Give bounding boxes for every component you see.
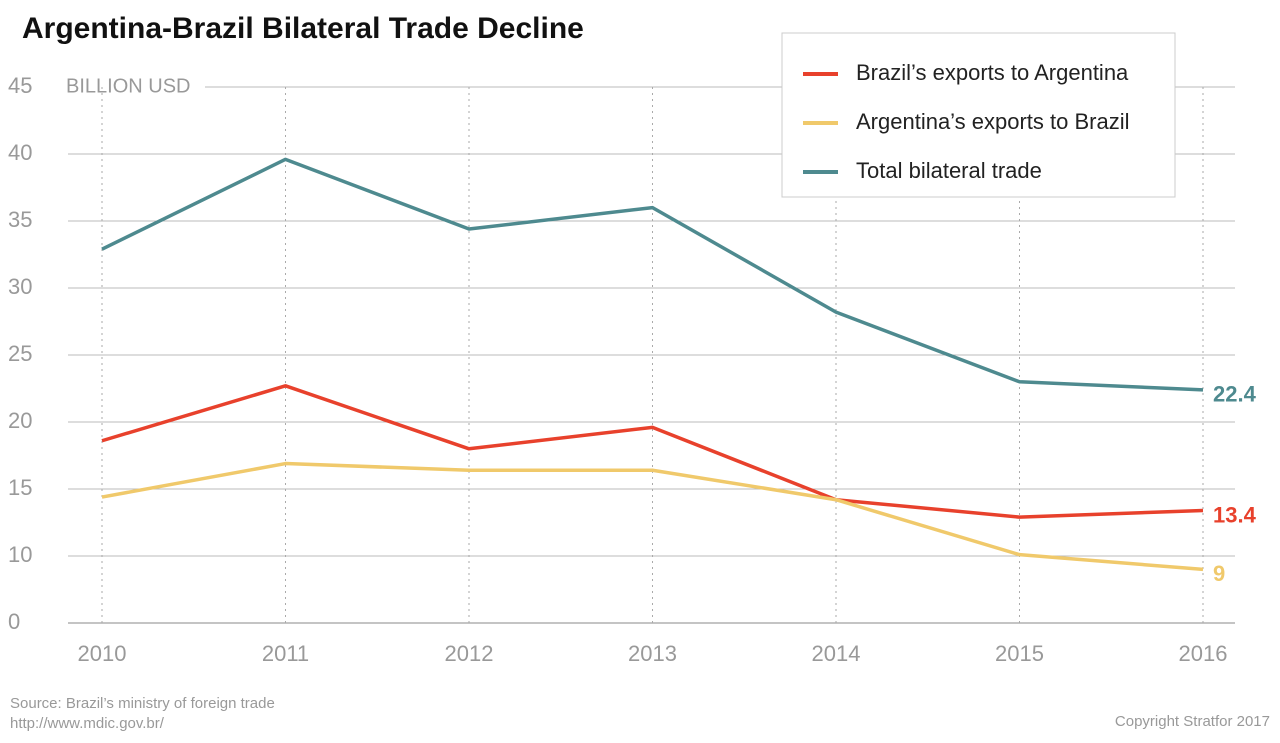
y-tick-label: 30 <box>8 274 32 299</box>
legend-label: Brazil’s exports to Argentina <box>856 60 1129 85</box>
source: Source: Brazil’s ministry of foreign tra… <box>10 695 275 712</box>
y-tick-label: 0 <box>8 609 20 634</box>
x-tick-label: 2010 <box>78 641 127 666</box>
source-url: http://www.mdic.gov.br/ <box>10 715 165 732</box>
y-tick-label: 35 <box>8 207 32 232</box>
x-tick-label: 2013 <box>628 641 677 666</box>
legend-label: Total bilateral trade <box>856 158 1042 183</box>
y-tick-label: 45 <box>8 73 32 98</box>
y-tick-label: 15 <box>8 475 32 500</box>
line-series <box>101 157 1204 392</box>
copyright: Copyright Stratfor 2017 <box>1115 713 1270 730</box>
line-series <box>101 384 1204 519</box>
legend-label: Argentina’s exports to Brazil <box>856 109 1130 134</box>
legend-box <box>781 32 1176 198</box>
line-series <box>101 461 1204 572</box>
x-tick-label: 2012 <box>445 641 494 666</box>
end-value-label: 22.4 <box>1213 382 1257 407</box>
y-tick-label: 25 <box>8 341 32 366</box>
end-value-label: 9 <box>1213 561 1225 586</box>
y-tick-label: 10 <box>8 542 32 567</box>
x-tick-label: 2016 <box>1179 641 1228 666</box>
end-value-label: 13.4 <box>1213 502 1257 527</box>
x-tick-label: 2011 <box>262 641 309 666</box>
y-tick-label: 40 <box>8 140 32 165</box>
x-tick-label: 2014 <box>812 641 861 666</box>
chart-title: Argentina-Brazil Bilateral Trade Decline <box>22 12 584 45</box>
y-axis-label: BILLION USD <box>66 75 190 97</box>
x-tick-label: 2015 <box>995 641 1044 666</box>
y-tick-label: 20 <box>8 408 32 433</box>
